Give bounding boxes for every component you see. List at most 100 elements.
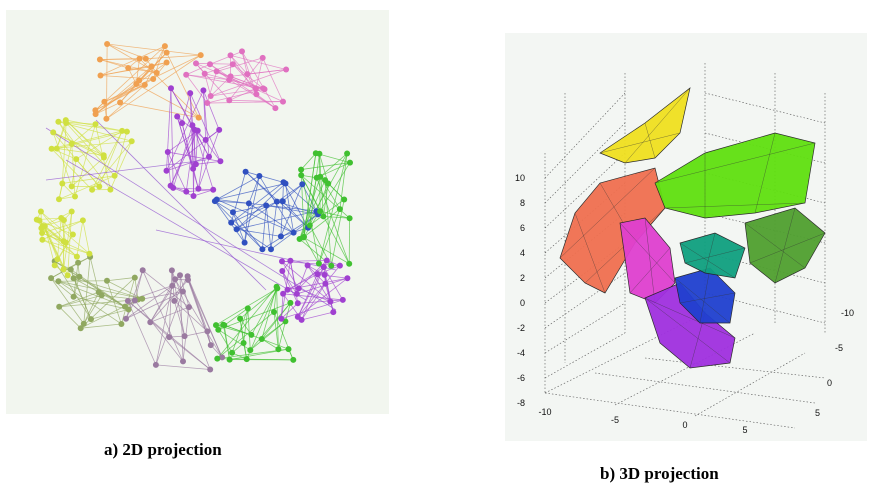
- graph-edge: [170, 130, 199, 186]
- graph-edge: [75, 130, 123, 160]
- graph-node: [86, 250, 93, 257]
- graph-node: [48, 145, 55, 152]
- graph-node: [56, 196, 62, 203]
- graph-node: [298, 316, 305, 323]
- graph-node: [70, 275, 77, 282]
- graph-edge: [303, 237, 350, 265]
- graph-node: [104, 41, 111, 47]
- graph-node: [284, 286, 291, 293]
- x-tick-label: -10: [538, 407, 551, 417]
- x-tick-label: -5: [611, 415, 619, 425]
- graph-edge: [297, 265, 341, 318]
- graph-edge: [80, 299, 139, 329]
- graph-edge: [214, 200, 234, 213]
- graph-node: [258, 336, 265, 342]
- graph-edge: [270, 201, 278, 250]
- z-tick-label: -4: [517, 348, 525, 358]
- graph-node: [245, 200, 252, 207]
- graph-node: [88, 316, 94, 323]
- graph-node: [100, 154, 107, 161]
- graph-edge: [45, 159, 207, 181]
- graph-edge: [203, 90, 207, 140]
- surface-edge: [559, 167, 656, 259]
- z-tick-label: 2: [520, 273, 525, 283]
- surface-edge: [599, 132, 681, 154]
- graph-node: [125, 306, 132, 313]
- graph-edge: [58, 175, 115, 200]
- graph-edge: [56, 148, 104, 156]
- graph-node: [141, 81, 148, 88]
- surface-facet: [679, 232, 746, 279]
- graph-node: [346, 215, 353, 222]
- graph-edge: [323, 266, 344, 301]
- graph-node: [48, 275, 55, 282]
- graph-node: [283, 66, 290, 73]
- graph-edge: [223, 324, 289, 350]
- 3d-projection-panel: 10 8 6 4 2 0 -2 -4 -6 -8 -10 -5 0 5 -10 -5 0 5: [505, 33, 867, 441]
- graph-edge: [166, 88, 172, 171]
- graph-node: [320, 264, 327, 271]
- graph-node: [131, 297, 138, 304]
- graph-node: [123, 128, 130, 135]
- graph-node: [215, 326, 222, 333]
- graph-edge: [42, 239, 90, 255]
- graph-edge: [236, 183, 286, 230]
- graph-edge: [248, 203, 294, 233]
- graph-edge: [283, 182, 309, 228]
- graph-edge: [307, 265, 331, 302]
- graph-edge: [187, 276, 208, 332]
- graph-node: [172, 276, 179, 283]
- graph-edge: [176, 116, 199, 189]
- graph-node: [220, 321, 227, 328]
- graph-edge: [166, 52, 200, 118]
- graph-edge: [265, 205, 272, 250]
- graph-node: [347, 159, 353, 166]
- graph-edge: [66, 122, 127, 133]
- graph-edge: [248, 175, 260, 204]
- graph-edge: [246, 288, 278, 360]
- graph-node: [322, 280, 329, 287]
- graph-edge: [99, 59, 129, 69]
- graph-node: [111, 172, 118, 179]
- surface-edge: [629, 247, 671, 294]
- graph-edge: [150, 306, 190, 323]
- graph-edge: [262, 57, 284, 102]
- graph-node: [186, 304, 192, 311]
- graph-node: [163, 167, 170, 174]
- graph-edge: [58, 121, 111, 190]
- graph-node: [317, 208, 324, 215]
- graph-node: [207, 61, 213, 68]
- graph-node: [277, 233, 284, 240]
- graph-edge: [303, 153, 317, 237]
- graph-edge: [171, 270, 211, 370]
- graph-edge: [57, 217, 62, 260]
- graph-node: [315, 260, 322, 267]
- graph-node: [174, 113, 181, 120]
- graph-edge: [152, 62, 167, 80]
- graph-edge: [98, 130, 123, 187]
- surface-edge: [774, 207, 796, 284]
- graph-edge: [298, 288, 331, 302]
- graph-node: [239, 48, 245, 55]
- surface-edge: [644, 297, 736, 339]
- graph-node: [168, 85, 174, 92]
- graph-edge: [136, 83, 199, 118]
- graph-node: [55, 278, 62, 285]
- graph-node: [68, 140, 75, 147]
- graph-edge: [316, 177, 350, 264]
- graph-edge: [261, 286, 277, 340]
- graph-node: [39, 236, 46, 243]
- graph-node: [233, 226, 240, 233]
- graph-edge: [245, 171, 284, 183]
- graph-node: [211, 198, 218, 205]
- graph-node: [73, 156, 80, 163]
- graph-node: [58, 215, 65, 221]
- graph-node: [194, 127, 201, 134]
- graph-edge: [324, 274, 331, 302]
- graph-node: [341, 196, 348, 203]
- graph-edge: [309, 153, 320, 226]
- graph-node: [294, 300, 301, 307]
- graph-edge: [59, 294, 102, 308]
- graph-edge: [53, 131, 105, 158]
- graph-edge: [273, 311, 279, 350]
